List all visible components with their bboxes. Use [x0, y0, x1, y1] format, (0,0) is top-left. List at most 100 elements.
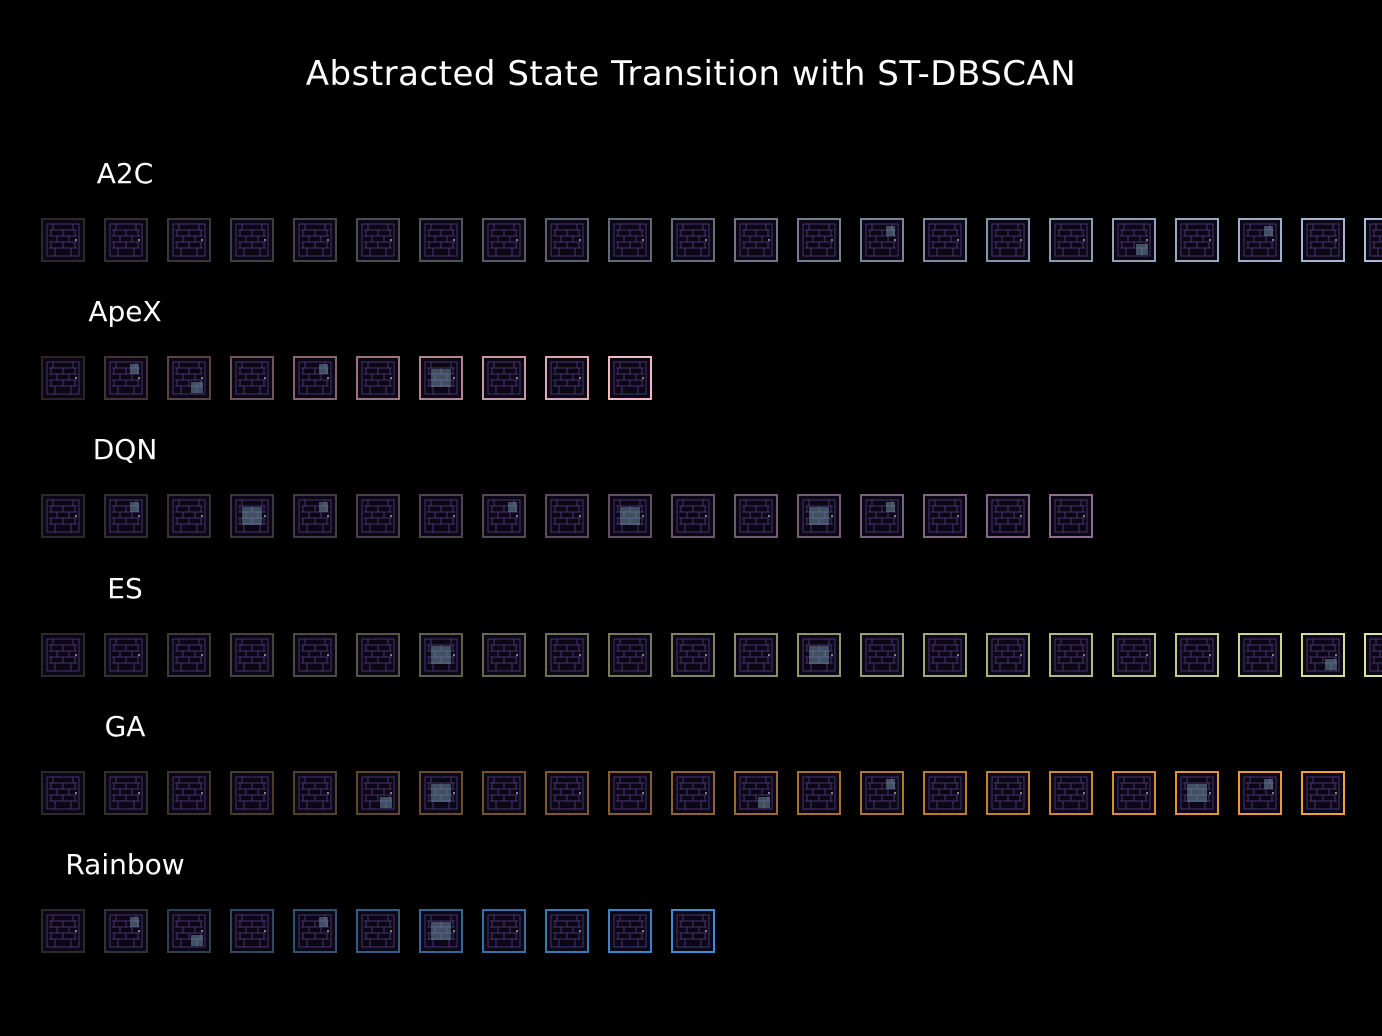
state-frame — [41, 770, 85, 815]
state-frame — [419, 909, 463, 953]
state-frame — [1112, 770, 1156, 815]
ga-frame-icon — [46, 776, 80, 810]
state-frame — [419, 494, 463, 539]
a2c-frame-icon — [613, 223, 647, 257]
ga-frame-icon — [739, 776, 773, 810]
ga-frame-icon — [172, 776, 206, 810]
ga-frame-icon — [550, 776, 584, 810]
row-label-apex: ApeX — [88, 295, 162, 329]
dqn-frame-icon — [109, 499, 143, 533]
state-frame — [167, 494, 211, 539]
state-frame — [293, 909, 337, 953]
dqn-frame-icon — [1054, 499, 1088, 533]
state-frame — [671, 632, 715, 677]
ga-frame-icon — [928, 776, 962, 810]
state-frame — [230, 770, 274, 815]
dqn-frame-icon — [487, 499, 521, 533]
state-frame — [797, 494, 841, 539]
state-frame — [923, 632, 967, 677]
ga-frame-icon — [109, 776, 143, 810]
state-frame — [986, 494, 1030, 539]
state-frame — [104, 218, 148, 262]
state-frame — [230, 356, 274, 401]
es-frame-icon — [802, 638, 836, 671]
state-frame — [671, 770, 715, 815]
a2c-frame-icon — [1054, 223, 1088, 257]
rainbow-frame-icon — [613, 914, 647, 948]
state-frame — [104, 632, 148, 677]
state-frame — [734, 632, 778, 677]
state-frame — [230, 909, 274, 953]
state-frame — [41, 632, 85, 677]
es-frame-icon — [361, 638, 395, 671]
state-frame — [608, 632, 652, 677]
state-frame — [797, 770, 841, 815]
es-frame-icon — [1306, 638, 1340, 671]
es-frame-icon — [1180, 638, 1214, 671]
state-frame — [419, 218, 463, 262]
rainbow-frame-icon — [424, 914, 458, 948]
a2c-frame-icon — [1369, 223, 1382, 257]
state-frame — [545, 218, 589, 262]
state-frame — [356, 632, 400, 677]
dqn-frame-icon — [991, 499, 1025, 533]
state-row-apex — [0, 356, 1382, 404]
es-frame-icon — [235, 638, 269, 671]
state-frame — [608, 909, 652, 953]
state-frame — [230, 632, 274, 677]
state-frame — [1049, 770, 1093, 815]
state-frame — [482, 218, 526, 262]
state-frame — [482, 494, 526, 539]
state-frame — [1238, 770, 1282, 815]
row-label-rainbow: Rainbow — [65, 848, 185, 881]
state-frame — [860, 494, 904, 539]
state-row-a2c — [0, 218, 1382, 266]
state-frame — [104, 494, 148, 539]
state-frame — [986, 632, 1030, 677]
a2c-frame-icon — [487, 223, 521, 257]
state-frame — [167, 632, 211, 677]
ga-frame-icon — [1180, 776, 1214, 810]
ga-frame-icon — [1243, 776, 1277, 810]
dqn-frame-icon — [739, 499, 773, 533]
a2c-frame-icon — [298, 223, 332, 257]
apex-frame-icon — [298, 361, 332, 395]
state-frame — [1049, 494, 1093, 539]
state-frame — [545, 356, 589, 401]
es-frame-icon — [550, 638, 584, 671]
es-frame-icon — [613, 638, 647, 671]
a2c-frame-icon — [1243, 223, 1277, 257]
state-frame — [419, 356, 463, 401]
a2c-frame-icon — [802, 223, 836, 257]
state-frame — [167, 218, 211, 262]
state-frame — [734, 770, 778, 815]
row-label-ga: GA — [104, 709, 146, 743]
ga-frame-icon — [613, 776, 647, 810]
row-label-a2c: A2C — [96, 157, 154, 190]
ga-frame-icon — [676, 776, 710, 810]
apex-frame-icon — [235, 361, 269, 395]
ga-frame-icon — [1306, 776, 1340, 810]
state-frame — [671, 494, 715, 539]
state-frame — [356, 356, 400, 401]
a2c-frame-icon — [361, 223, 395, 257]
a2c-frame-icon — [550, 223, 584, 257]
state-row-rainbow — [0, 909, 1382, 957]
state-frame — [1112, 218, 1156, 262]
es-frame-icon — [928, 638, 962, 671]
apex-frame-icon — [109, 361, 143, 395]
es-frame-icon — [172, 638, 206, 671]
state-frame — [860, 218, 904, 262]
a2c-frame-icon — [172, 223, 206, 257]
apex-frame-icon — [172, 361, 206, 395]
a2c-frame-icon — [865, 223, 899, 257]
a2c-frame-icon — [1306, 223, 1340, 257]
state-row-ga — [0, 770, 1382, 819]
state-frame — [986, 218, 1030, 262]
state-frame — [293, 770, 337, 815]
state-frame — [734, 218, 778, 262]
state-frame — [41, 218, 85, 262]
state-frame — [671, 909, 715, 953]
ga-frame-icon — [802, 776, 836, 810]
state-frame — [167, 356, 211, 401]
